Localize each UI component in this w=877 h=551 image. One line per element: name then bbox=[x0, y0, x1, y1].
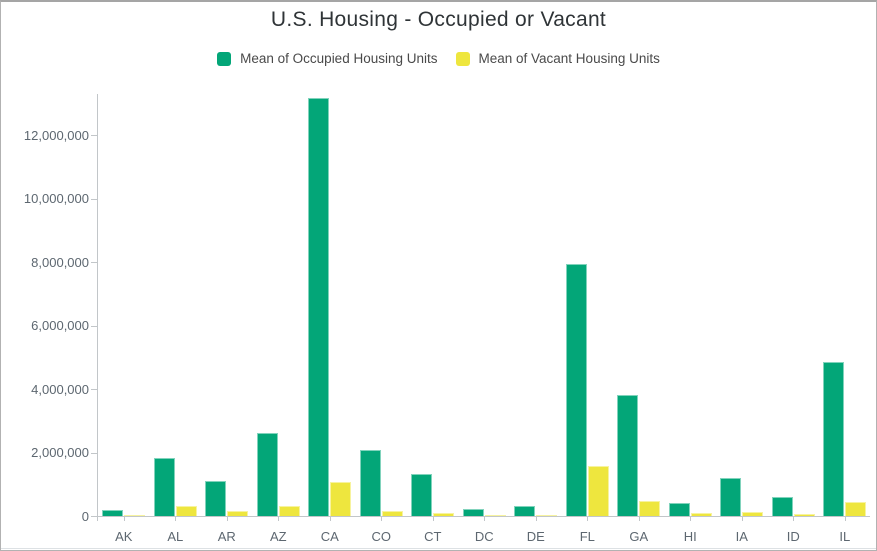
y-axis-tick bbox=[91, 452, 97, 454]
bar-occupied-fl[interactable] bbox=[565, 264, 587, 516]
y-axis-tick-label: 4,000,000 bbox=[31, 381, 89, 397]
bar-vacant-fl[interactable] bbox=[587, 466, 609, 516]
bar-occupied-il[interactable] bbox=[823, 362, 845, 516]
bar-vacant-de[interactable] bbox=[536, 515, 558, 516]
legend-item-occupied[interactable]: Mean of Occupied Housing Units bbox=[217, 51, 438, 66]
bar-occupied-ak[interactable] bbox=[102, 510, 124, 516]
legend: Mean of Occupied Housing Units Mean of V… bbox=[1, 52, 876, 66]
x-axis-label-dc: DC bbox=[474, 529, 494, 544]
x-axis-label-hi: HI bbox=[683, 529, 697, 544]
bar-vacant-il[interactable] bbox=[845, 502, 867, 516]
x-axis-tick bbox=[278, 516, 280, 521]
x-axis-tick bbox=[793, 516, 795, 521]
x-axis-tick bbox=[226, 516, 228, 521]
y-axis-tick-label: 6,000,000 bbox=[31, 318, 89, 333]
x-axis-label-ak: AK bbox=[115, 529, 133, 544]
bar-vacant-dc[interactable] bbox=[484, 515, 506, 516]
bar-vacant-hi[interactable] bbox=[690, 513, 712, 516]
bar-occupied-ct[interactable] bbox=[411, 474, 433, 516]
y-axis-tick bbox=[91, 389, 97, 390]
y-axis-tick-label: 0 bbox=[81, 508, 89, 524]
x-axis-tick bbox=[535, 516, 537, 521]
x-axis-line bbox=[97, 516, 870, 517]
bar-vacant-az[interactable] bbox=[278, 506, 300, 516]
y-axis-tick bbox=[91, 516, 97, 517]
y-axis-tick-label: 2,000,000 bbox=[31, 445, 89, 460]
bottom-divider bbox=[1, 548, 876, 549]
x-axis-tick bbox=[741, 516, 743, 521]
bar-occupied-id[interactable] bbox=[771, 497, 793, 516]
legend-swatch-vacant-icon bbox=[455, 52, 470, 66]
x-axis-label-az: AZ bbox=[269, 529, 287, 544]
x-axis-tick bbox=[638, 516, 640, 521]
y-axis-tick-label: 8,000,000 bbox=[31, 254, 89, 270]
legend-item-vacant[interactable]: Mean of Vacant Housing Units bbox=[455, 51, 660, 66]
bar-occupied-al[interactable] bbox=[153, 458, 175, 516]
x-axis-label-ga: GA bbox=[629, 529, 649, 544]
x-axis-tick bbox=[381, 516, 383, 521]
x-axis-label-il: IL bbox=[839, 529, 851, 544]
bar-vacant-al[interactable] bbox=[175, 506, 197, 516]
y-axis-tick-label: 12,000,000 bbox=[23, 127, 89, 143]
bar-occupied-hi[interactable] bbox=[668, 503, 690, 516]
bar-vacant-ak[interactable] bbox=[124, 515, 146, 516]
bar-vacant-ct[interactable] bbox=[433, 513, 455, 516]
x-axis-tick bbox=[690, 516, 692, 521]
x-axis-tick bbox=[329, 516, 331, 521]
legend-label-vacant: Mean of Vacant Housing Units bbox=[478, 51, 660, 66]
x-axis-tick bbox=[484, 516, 486, 521]
bar-vacant-ga[interactable] bbox=[639, 501, 661, 516]
bar-occupied-ga[interactable] bbox=[617, 395, 639, 516]
x-axis-tick bbox=[432, 516, 434, 521]
y-axis-tick bbox=[91, 325, 97, 327]
chart-title: U.S. Housing - Occupied or Vacant bbox=[270, 8, 607, 31]
bar-vacant-co[interactable] bbox=[381, 511, 403, 516]
x-axis-tick bbox=[175, 516, 177, 521]
x-axis-tick bbox=[587, 516, 589, 521]
x-axis-edge-tick bbox=[97, 516, 98, 521]
x-axis-label-al: AL bbox=[167, 529, 184, 544]
legend-label-occupied: Mean of Occupied Housing Units bbox=[240, 51, 438, 66]
bar-vacant-ia[interactable] bbox=[742, 512, 764, 516]
bar-occupied-co[interactable] bbox=[359, 450, 381, 516]
x-axis-label-co: CO bbox=[371, 529, 392, 544]
x-axis-tick bbox=[123, 516, 125, 521]
y-axis-tick bbox=[91, 262, 97, 263]
bar-occupied-az[interactable] bbox=[256, 433, 278, 516]
bar-vacant-ar[interactable] bbox=[227, 511, 249, 516]
y-axis-tick bbox=[91, 135, 97, 136]
bar-occupied-ar[interactable] bbox=[205, 481, 227, 516]
bar-vacant-id[interactable] bbox=[793, 514, 815, 516]
bar-occupied-ca[interactable] bbox=[308, 98, 330, 516]
bar-occupied-ia[interactable] bbox=[720, 478, 742, 516]
x-axis-label-ia: IA bbox=[735, 529, 748, 544]
y-axis-line bbox=[97, 94, 98, 516]
y-axis-tick bbox=[91, 198, 97, 200]
x-axis-label-id: ID bbox=[786, 529, 800, 544]
x-axis-label-ct: CT bbox=[424, 529, 442, 544]
x-axis-label-de: DE bbox=[526, 529, 545, 544]
y-axis-tick-label: 10,000,000 bbox=[23, 191, 89, 206]
bar-occupied-dc[interactable] bbox=[462, 509, 484, 516]
bar-vacant-ca[interactable] bbox=[330, 482, 352, 516]
x-axis-label-ar: AR bbox=[217, 529, 236, 544]
legend-swatch-occupied-icon bbox=[217, 52, 232, 66]
x-axis-label-ca: CA bbox=[320, 529, 339, 544]
x-axis-tick bbox=[844, 516, 846, 521]
bar-occupied-de[interactable] bbox=[514, 506, 536, 516]
x-axis-label-fl: FL bbox=[579, 529, 595, 544]
